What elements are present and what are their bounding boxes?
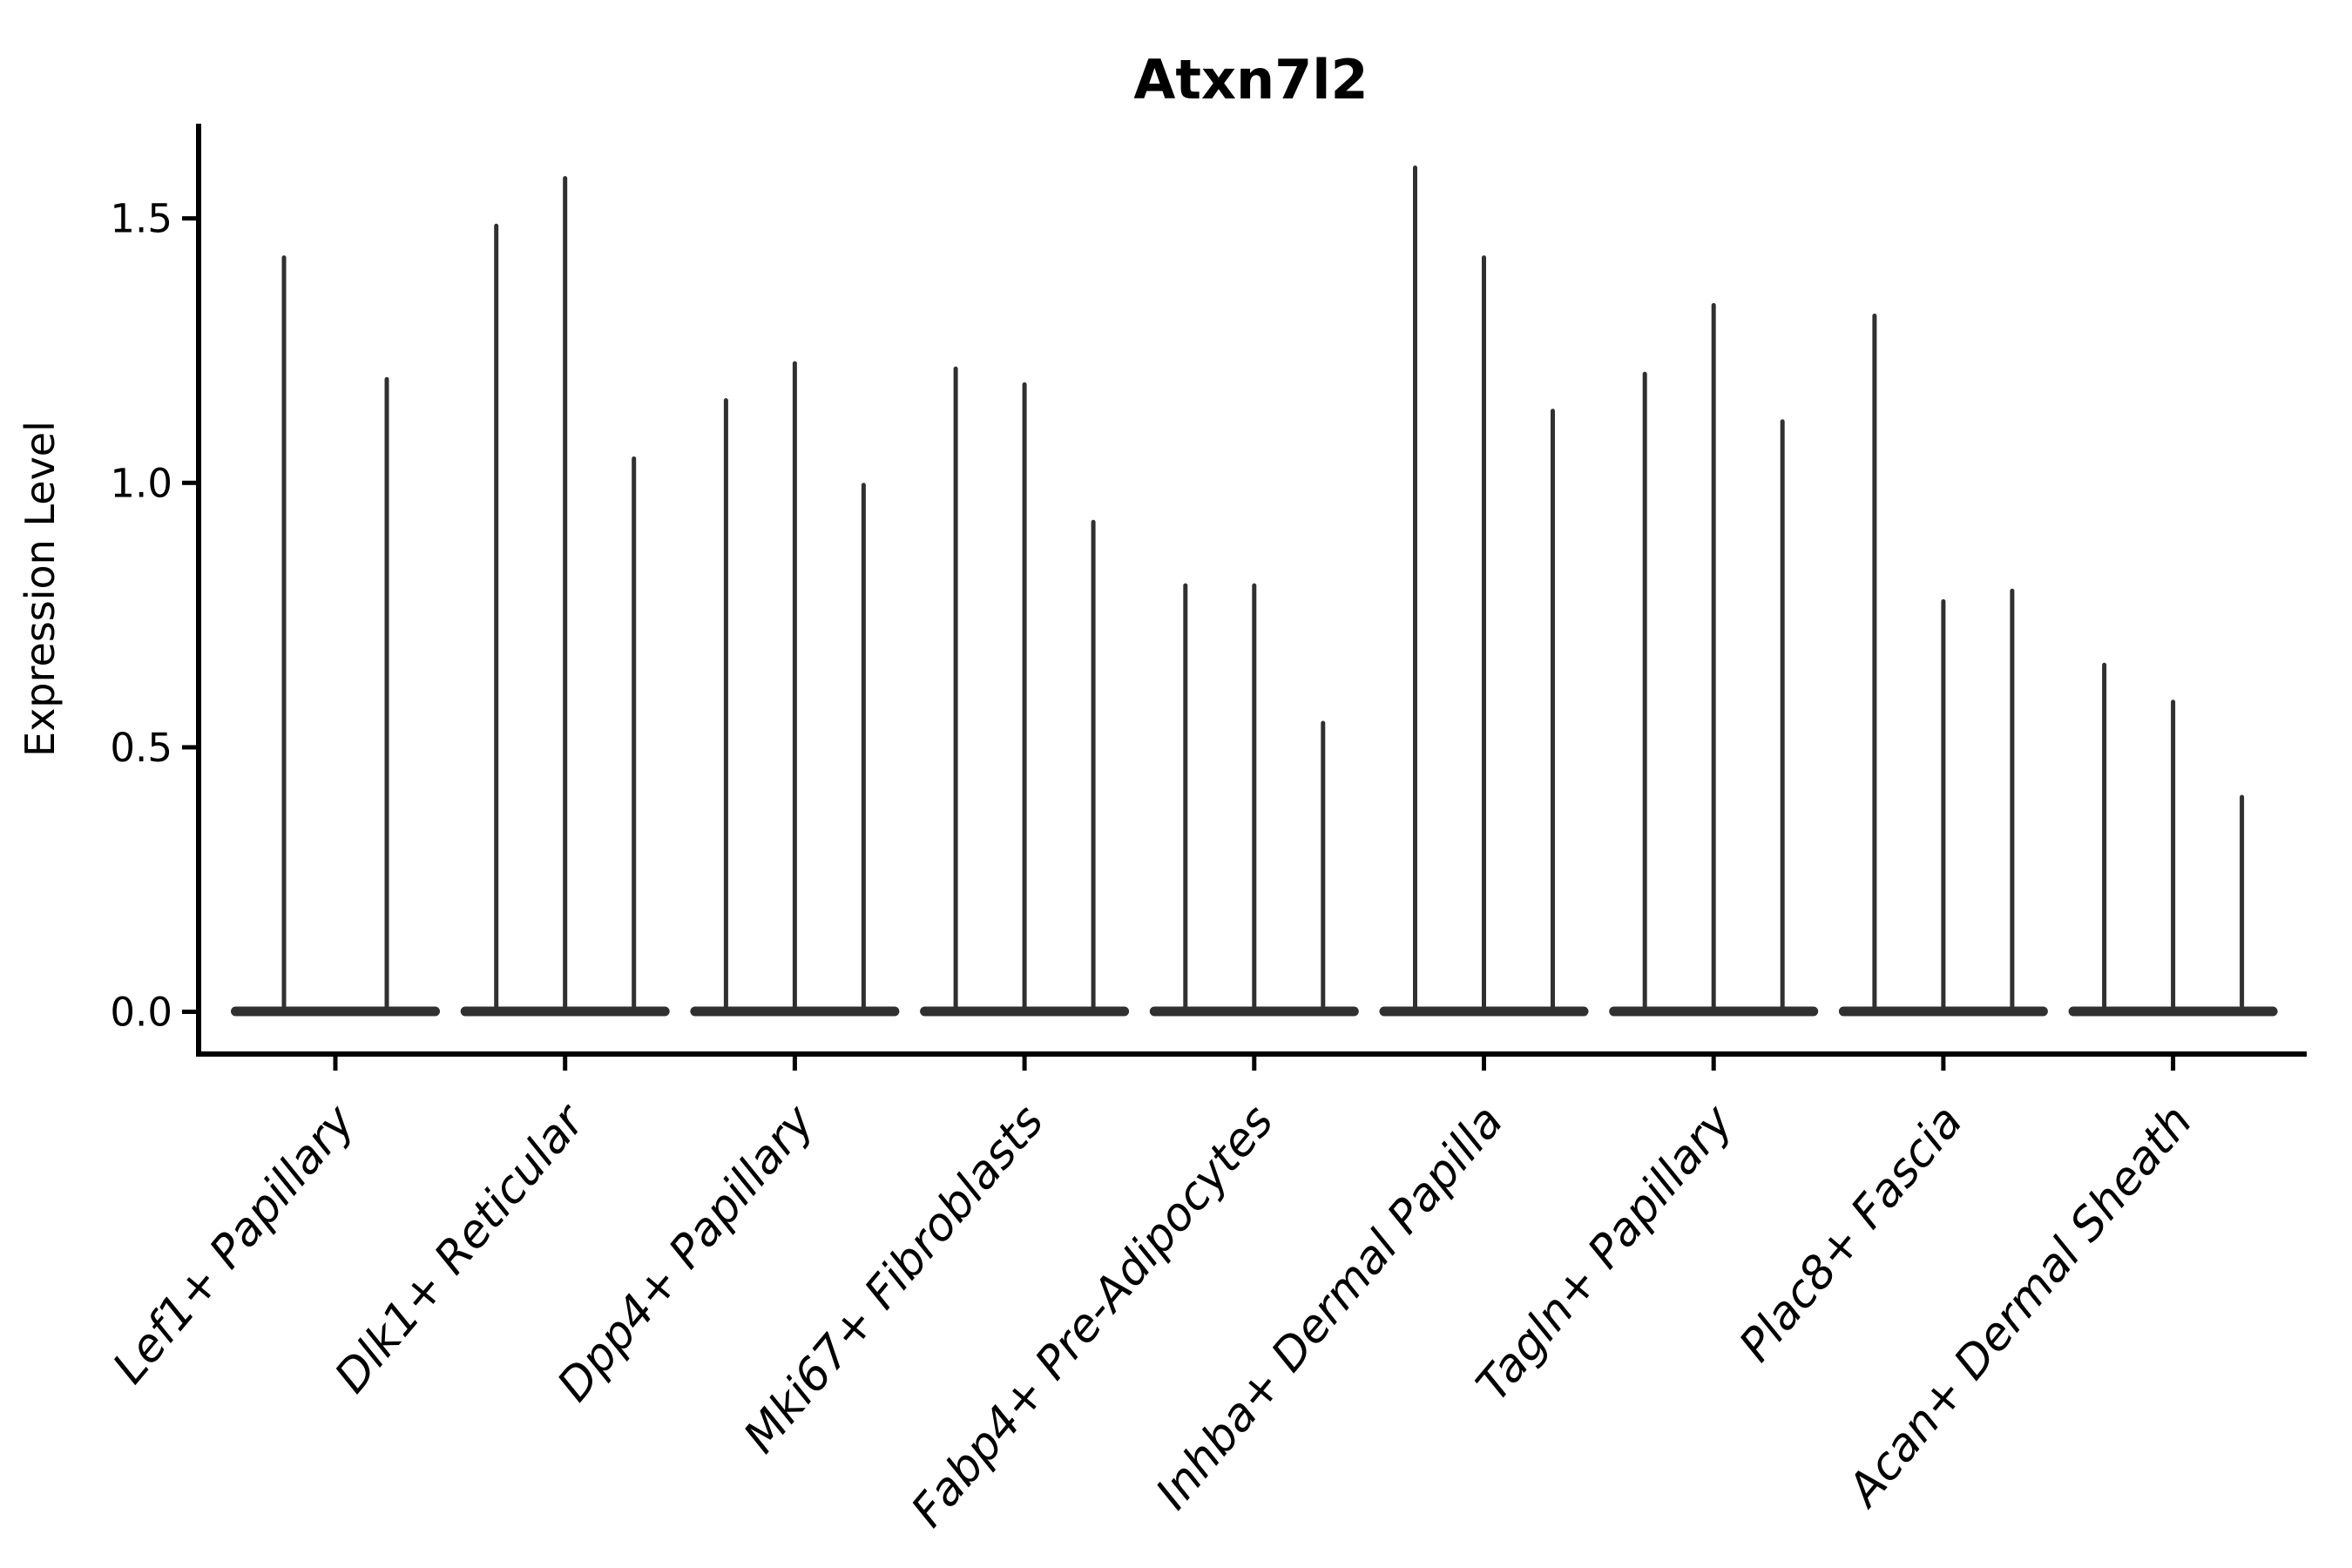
y-tick-label: 1.5 <box>110 196 172 242</box>
violin-spike <box>1482 255 1486 1012</box>
y-axis-label: Expression Level <box>17 421 64 757</box>
violin-base <box>231 1006 440 1017</box>
violin-spike <box>632 456 637 1012</box>
y-tick-label: 0.5 <box>110 725 172 771</box>
violin-spike <box>1642 371 1647 1012</box>
x-tick-label: Dlk1+ Reticular <box>325 1093 597 1402</box>
violin-spike <box>384 376 389 1012</box>
violin-spike <box>953 366 958 1012</box>
violin-spike <box>1183 583 1188 1012</box>
violin-spike <box>563 176 568 1012</box>
violin-spike <box>2010 588 2015 1012</box>
violin-spike <box>1872 313 1877 1012</box>
violin-spike <box>723 398 728 1012</box>
x-tick-label: Dpp4+ Papillary <box>548 1095 826 1411</box>
violin-spike <box>1321 720 1326 1012</box>
violins-layer <box>231 165 2278 1017</box>
violin-spike <box>1780 419 1785 1012</box>
violin-spike <box>1252 583 1257 1012</box>
x-tick-label: Lef1+ Papillary <box>103 1095 365 1394</box>
violin-spike <box>792 361 797 1012</box>
violin-spike <box>861 483 866 1012</box>
violin-spike <box>2171 700 2176 1012</box>
violin-spike <box>1022 382 1027 1012</box>
violin-spike <box>1941 598 1946 1012</box>
y-tick-label: 1.0 <box>110 460 172 506</box>
violin-spike <box>494 223 499 1012</box>
violin-spike <box>2240 794 2245 1012</box>
violin-spike <box>1711 302 1716 1012</box>
violin-spike <box>1091 519 1096 1012</box>
x-tick-label: Plac8+ Fascia <box>1729 1096 1972 1372</box>
y-tick-label: 0.0 <box>110 990 172 1036</box>
violin-spike <box>281 255 287 1012</box>
violin-spike <box>1413 165 1417 1012</box>
chart-title: Atxn7l2 <box>1133 48 1368 112</box>
violin-spike <box>2102 662 2107 1012</box>
x-tick-label: Tagln+ Papillary <box>1467 1095 1744 1411</box>
violin-spike <box>1551 409 1555 1012</box>
